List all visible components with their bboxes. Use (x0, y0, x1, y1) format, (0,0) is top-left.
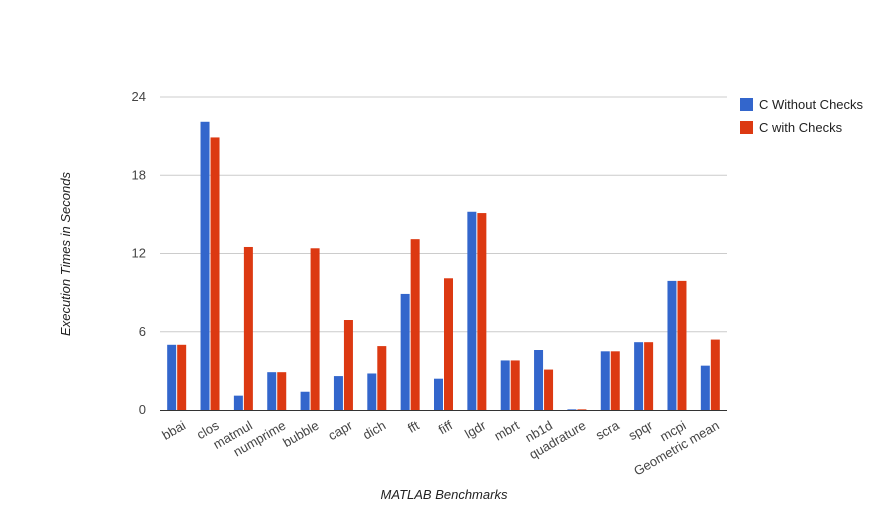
x-tick-label-lgdr: lgdr (462, 417, 489, 441)
bar-fft-c-without-checks (400, 293, 410, 410)
bar-nb1d-c-with-checks (544, 369, 554, 410)
legend-label-c-without-checks: C Without Checks (759, 97, 864, 112)
x-tick-label-bbai: bbai (159, 418, 188, 443)
x-tick-label-capr: capr (326, 417, 356, 443)
bar-geometric-mean-c-without-checks (700, 365, 710, 410)
bar-capr-c-without-checks (333, 376, 343, 410)
bar-spqr-c-without-checks (634, 342, 644, 410)
bar-bbai-c-with-checks (177, 344, 187, 410)
legend: C Without Checks C with Checks (740, 97, 864, 135)
bar-clos-c-without-checks (200, 121, 210, 410)
bar-quadrature-c-with-checks (577, 409, 587, 410)
gridlines (160, 96, 727, 333)
bar-numprime-c-without-checks (267, 372, 277, 410)
bar-mbrt-c-with-checks (510, 360, 520, 410)
bar-numprime-c-with-checks (277, 372, 287, 410)
x-tick-label-fft: fft (405, 417, 422, 435)
legend-swatch-c-with-checks (740, 121, 753, 134)
bar-clos-c-with-checks (210, 137, 220, 410)
y-tick-label: 24 (132, 89, 146, 104)
bar-matmul-c-without-checks (233, 395, 243, 410)
bar-scra-c-without-checks (600, 351, 610, 410)
bar-bbai-c-without-checks (167, 344, 177, 410)
bar-mbrt-c-without-checks (500, 360, 510, 410)
bar-quadrature-c-without-checks (567, 409, 577, 410)
y-tick-label: 0 (139, 402, 146, 417)
bar-dich-c-without-checks (367, 373, 377, 410)
x-tick-label-dich: dich (360, 418, 388, 443)
bar-matmul-c-with-checks (243, 246, 253, 410)
bar-lgdr-c-without-checks (467, 211, 477, 410)
bar-scra-c-with-checks (610, 351, 620, 410)
x-tick-label-bubble: bubble (280, 418, 321, 451)
bar-geometric-mean-c-with-checks (710, 339, 720, 410)
x-tick-label-spqr: spqr (626, 417, 656, 443)
bar-dich-c-with-checks (377, 346, 387, 410)
y-axis-title: Execution Times in Seconds (58, 172, 73, 336)
legend-label-c-with-checks: C with Checks (759, 120, 843, 135)
x-tick-label-mbrt: mbrt (492, 417, 522, 443)
bar-mcpi-c-with-checks (677, 280, 687, 410)
bar-capr-c-with-checks (343, 320, 353, 410)
bar-bubble-c-without-checks (300, 391, 310, 410)
legend-swatch-c-without-checks (740, 98, 753, 111)
bar-lgdr-c-with-checks (477, 213, 487, 410)
x-axis-title: MATLAB Benchmarks (381, 487, 508, 502)
bar-fft-c-with-checks (410, 239, 420, 410)
bar-bubble-c-with-checks (310, 248, 320, 410)
bars (167, 121, 720, 410)
x-tick-label-scra: scra (593, 417, 622, 443)
bar-nb1d-c-without-checks (534, 350, 544, 410)
bar-spqr-c-with-checks (644, 342, 654, 410)
y-axis-ticks: 0 6 12 18 24 (132, 89, 146, 417)
x-tick-label-fiff: fiff (436, 417, 456, 437)
bar-mcpi-c-without-checks (667, 280, 677, 410)
bar-fiff-c-with-checks (444, 278, 453, 410)
y-tick-label: 18 (132, 167, 146, 182)
y-tick-label: 12 (132, 246, 146, 261)
y-tick-label: 6 (139, 324, 146, 339)
bar-fiff-c-without-checks (434, 378, 443, 410)
